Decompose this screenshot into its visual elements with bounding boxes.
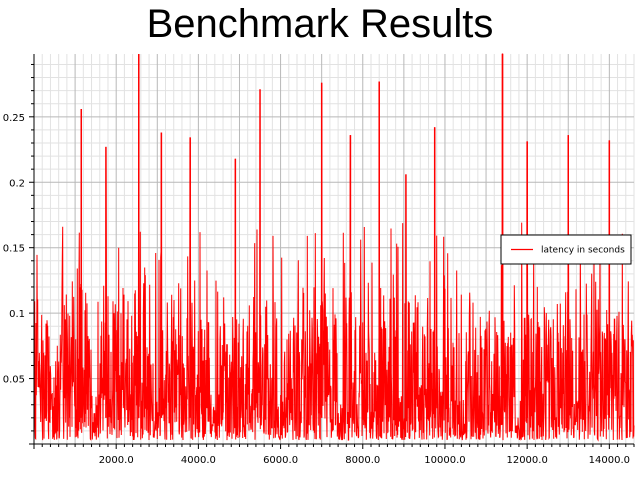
x-axis-ticks: 2000.0 4000.0 6000.0 8000.0 10000.0 12000.0 14… bbox=[99, 455, 630, 466]
x-tick-label: 10000.0 bbox=[424, 455, 465, 466]
legend: latency in seconds bbox=[500, 234, 632, 265]
latency-line bbox=[33, 53, 635, 442]
y-tick-label: 0.2 bbox=[9, 178, 25, 189]
x-tick-label: 8000.0 bbox=[345, 455, 380, 466]
legend-label: latency in seconds bbox=[541, 246, 625, 256]
y-tick-label: 0.05 bbox=[3, 375, 25, 386]
x-tick-label: 14000.0 bbox=[589, 455, 630, 466]
y-axis-ticks: 0.05 0.1 0.15 0.2 0.25 bbox=[3, 113, 25, 386]
y-tick-label: 0.15 bbox=[3, 244, 25, 255]
x-tick-label: 12000.0 bbox=[506, 455, 547, 466]
x-tick-label: 6000.0 bbox=[263, 455, 298, 466]
axes bbox=[29, 54, 635, 449]
x-tick-label: 2000.0 bbox=[99, 455, 134, 466]
y-tick-label: 0.25 bbox=[3, 113, 25, 124]
latency-series bbox=[33, 53, 635, 442]
y-tick-label: 0.1 bbox=[9, 309, 25, 320]
x-tick-label: 4000.0 bbox=[181, 455, 216, 466]
chart-title: Benchmark Results bbox=[146, 2, 494, 46]
